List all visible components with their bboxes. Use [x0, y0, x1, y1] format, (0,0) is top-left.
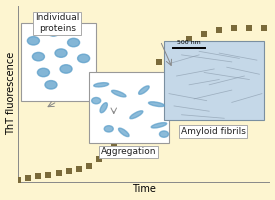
Circle shape	[37, 68, 50, 77]
Text: Aggregation: Aggregation	[101, 147, 156, 156]
Ellipse shape	[94, 83, 109, 87]
Circle shape	[55, 49, 67, 57]
Circle shape	[160, 131, 169, 137]
Circle shape	[28, 37, 39, 45]
FancyBboxPatch shape	[89, 72, 169, 143]
Ellipse shape	[151, 123, 167, 128]
Circle shape	[48, 28, 59, 36]
Circle shape	[45, 81, 57, 89]
Ellipse shape	[112, 90, 126, 97]
Circle shape	[60, 65, 72, 73]
Ellipse shape	[139, 86, 149, 94]
Circle shape	[32, 52, 45, 61]
Text: Individual
proteins: Individual proteins	[35, 13, 79, 33]
FancyBboxPatch shape	[164, 41, 265, 120]
Circle shape	[92, 97, 101, 104]
FancyBboxPatch shape	[21, 23, 96, 101]
Circle shape	[78, 54, 90, 63]
X-axis label: Time: Time	[132, 184, 156, 194]
Text: Amyloid fibrils: Amyloid fibrils	[180, 127, 245, 136]
Y-axis label: ThT fluorescence: ThT fluorescence	[6, 52, 16, 135]
Ellipse shape	[119, 128, 129, 137]
Circle shape	[68, 38, 79, 47]
Text: 500 nm: 500 nm	[177, 40, 201, 45]
Ellipse shape	[100, 103, 107, 113]
Ellipse shape	[130, 111, 143, 119]
Circle shape	[104, 126, 113, 132]
Ellipse shape	[148, 102, 164, 107]
